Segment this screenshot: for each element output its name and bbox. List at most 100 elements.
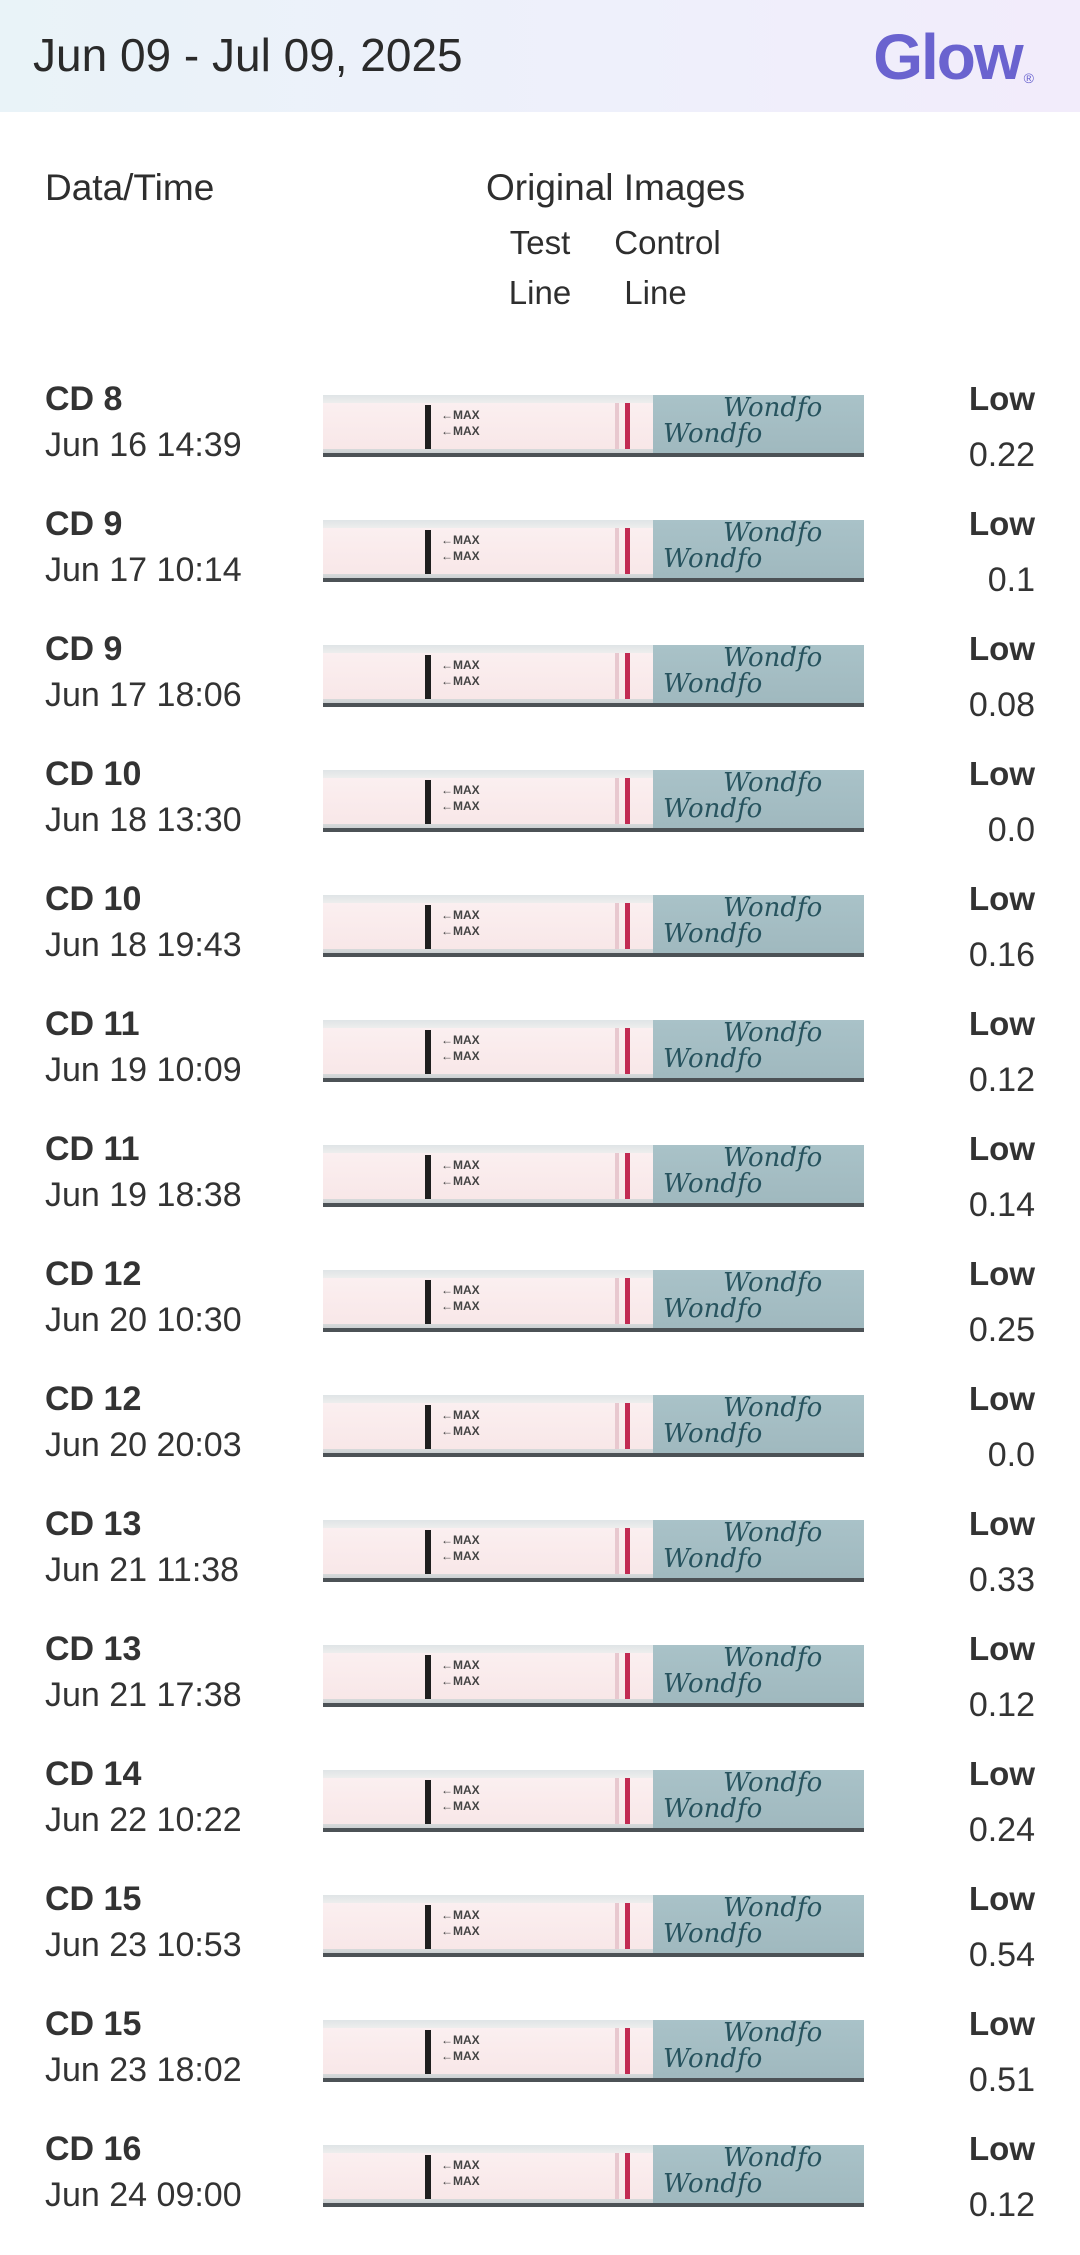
control-line — [625, 1903, 630, 1949]
test-strip-image[interactable]: ←MAX ←MAX Wondfo Wondfo — [323, 1145, 864, 1207]
strip-pad — [323, 1278, 653, 1324]
test-line — [615, 528, 619, 574]
strip-marker — [425, 1530, 431, 1574]
max-label: ←MAX ←MAX — [441, 1783, 480, 1813]
lh-value: 0.54 — [968, 1936, 1035, 1974]
max-label: ←MAX ←MAX — [441, 1658, 480, 1688]
cycle-day: CD 11 — [45, 1005, 140, 1043]
strip-marker — [425, 655, 431, 699]
test-line — [615, 2028, 619, 2074]
result-row[interactable]: CD 15 Jun 23 10:53 ←MAX ←MAX Wondfo Wondfo… — [0, 1880, 1080, 2005]
test-line — [615, 903, 619, 949]
strip-marker — [425, 2155, 431, 2199]
strip-pad — [323, 903, 653, 949]
result-row[interactable]: CD 9 Jun 17 18:06 ←MAX ←MAX Wondfo Wondfo … — [0, 630, 1080, 755]
date-range-title: Jun 09 - Jul 09, 2025 — [33, 29, 463, 81]
test-strip-image[interactable]: ←MAX ←MAX Wondfo Wondfo — [323, 770, 864, 832]
result-row[interactable]: CD 10 Jun 18 13:30 ←MAX ←MAX Wondfo Wondfo… — [0, 755, 1080, 880]
cycle-day: CD 10 — [45, 880, 142, 918]
test-datetime: Jun 23 18:02 — [45, 2051, 242, 2089]
test-strip-image[interactable]: ←MAX ←MAX Wondfo Wondfo — [323, 895, 864, 957]
cycle-day: CD 9 — [45, 630, 123, 668]
strip-marker — [425, 1655, 431, 1699]
result-row[interactable]: CD 9 Jun 17 10:14 ←MAX ←MAX Wondfo Wondfo … — [0, 505, 1080, 630]
max-label: ←MAX ←MAX — [441, 1408, 480, 1438]
result-row[interactable]: CD 16 Jun 24 09:00 ←MAX ←MAX Wondfo Wondfo… — [0, 2130, 1080, 2255]
lh-value: 0.08 — [968, 686, 1035, 724]
strip-handle: Wondfo Wondfo — [653, 520, 864, 578]
lh-value: 0.12 — [968, 1686, 1035, 1724]
test-datetime: Jun 20 10:30 — [45, 1301, 242, 1339]
result-row[interactable]: CD 8 Jun 16 14:39 ←MAX ←MAX Wondfo Wondfo … — [0, 380, 1080, 505]
test-datetime: Jun 21 11:38 — [45, 1551, 240, 1589]
strip-pad — [323, 1778, 653, 1824]
test-strip-image[interactable]: ←MAX ←MAX Wondfo Wondfo — [323, 2145, 864, 2207]
result-row[interactable]: CD 15 Jun 23 18:02 ←MAX ←MAX Wondfo Wondfo… — [0, 2005, 1080, 2130]
result-row[interactable]: CD 12 Jun 20 20:03 ←MAX ←MAX Wondfo Wondfo… — [0, 1380, 1080, 1505]
result-row[interactable]: CD 10 Jun 18 19:43 ←MAX ←MAX Wondfo Wondfo… — [0, 880, 1080, 1005]
lh-level: Low — [969, 1505, 1035, 1542]
lh-level: Low — [969, 1880, 1035, 1917]
max-label: ←MAX ←MAX — [441, 1283, 480, 1313]
test-strip-image[interactable]: ←MAX ←MAX Wondfo Wondfo — [323, 1520, 864, 1582]
test-strip-image[interactable]: ←MAX ←MAX Wondfo Wondfo — [323, 2020, 864, 2082]
strip-marker — [425, 1780, 431, 1824]
control-line — [625, 403, 630, 449]
test-strip-image[interactable]: ←MAX ←MAX Wondfo Wondfo — [323, 645, 864, 707]
max-label: ←MAX ←MAX — [441, 408, 480, 438]
test-datetime: Jun 16 14:39 — [45, 426, 242, 464]
control-line — [625, 528, 630, 574]
result-row[interactable]: CD 11 Jun 19 18:38 ←MAX ←MAX Wondfo Wondfo… — [0, 1130, 1080, 1255]
test-line — [615, 1778, 619, 1824]
test-strip-image[interactable]: ←MAX ←MAX Wondfo Wondfo — [323, 395, 864, 457]
lh-level: Low — [969, 380, 1035, 417]
strip-handle: Wondfo Wondfo — [653, 770, 864, 828]
test-datetime: Jun 18 13:30 — [45, 801, 242, 839]
test-line-label-2: Line — [508, 274, 572, 311]
control-line — [625, 1528, 630, 1574]
test-datetime: Jun 23 10:53 — [45, 1926, 242, 1964]
strip-marker — [425, 780, 431, 824]
test-line — [615, 2153, 619, 2199]
test-strip-image[interactable]: ←MAX ←MAX Wondfo Wondfo — [323, 1270, 864, 1332]
test-strip-image[interactable]: ←MAX ←MAX Wondfo Wondfo — [323, 1895, 864, 1957]
lh-value: 0.24 — [968, 1811, 1035, 1849]
test-datetime: Jun 19 18:38 — [45, 1176, 242, 1214]
control-line — [625, 1028, 630, 1074]
lh-value: 0.1 — [987, 561, 1035, 599]
lh-level: Low — [969, 1755, 1035, 1792]
test-strip-image[interactable]: ←MAX ←MAX Wondfo Wondfo — [323, 1770, 864, 1832]
max-label: ←MAX ←MAX — [441, 1908, 480, 1938]
lh-value: 0.0 — [987, 811, 1035, 849]
lh-value: 0.22 — [968, 436, 1035, 474]
max-label: ←MAX ←MAX — [441, 533, 480, 563]
strip-pad — [323, 1403, 653, 1449]
control-line — [625, 1403, 630, 1449]
result-row[interactable]: CD 14 Jun 22 10:22 ←MAX ←MAX Wondfo Wondfo… — [0, 1755, 1080, 1880]
max-label: ←MAX ←MAX — [441, 1533, 480, 1563]
test-strip-image[interactable]: ←MAX ←MAX Wondfo Wondfo — [323, 1020, 864, 1082]
result-row[interactable]: CD 11 Jun 19 10:09 ←MAX ←MAX Wondfo Wondfo… — [0, 1005, 1080, 1130]
strip-pad — [323, 1028, 653, 1074]
strip-pad — [323, 1528, 653, 1574]
lh-level: Low — [969, 1255, 1035, 1292]
strip-handle: Wondfo Wondfo — [653, 895, 864, 953]
strip-marker — [425, 1155, 431, 1199]
result-row[interactable]: CD 12 Jun 20 10:30 ←MAX ←MAX Wondfo Wondfo… — [0, 1255, 1080, 1380]
result-row[interactable]: CD 13 Jun 21 17:38 ←MAX ←MAX Wondfo Wondfo… — [0, 1630, 1080, 1755]
control-line-header: Control Line — [605, 224, 730, 312]
test-strip-image[interactable]: ←MAX ←MAX Wondfo Wondfo — [323, 520, 864, 582]
strip-handle: Wondfo Wondfo — [653, 645, 864, 703]
control-line — [625, 1778, 630, 1824]
strip-handle: Wondfo Wondfo — [653, 1270, 864, 1328]
control-line — [625, 1653, 630, 1699]
images-column-header: Original Images — [486, 167, 746, 208]
test-strip-image[interactable]: ←MAX ←MAX Wondfo Wondfo — [323, 1645, 864, 1707]
glow-logo: Glow ® — [873, 20, 1034, 94]
lh-value: 0.14 — [968, 1186, 1035, 1224]
max-label: ←MAX ←MAX — [441, 1158, 480, 1188]
result-row[interactable]: CD 13 Jun 21 11:38 ←MAX ←MAX Wondfo Wondfo… — [0, 1505, 1080, 1630]
test-datetime: Jun 18 19:43 — [45, 926, 242, 964]
strip-marker — [425, 1405, 431, 1449]
test-strip-image[interactable]: ←MAX ←MAX Wondfo Wondfo — [323, 1395, 864, 1457]
